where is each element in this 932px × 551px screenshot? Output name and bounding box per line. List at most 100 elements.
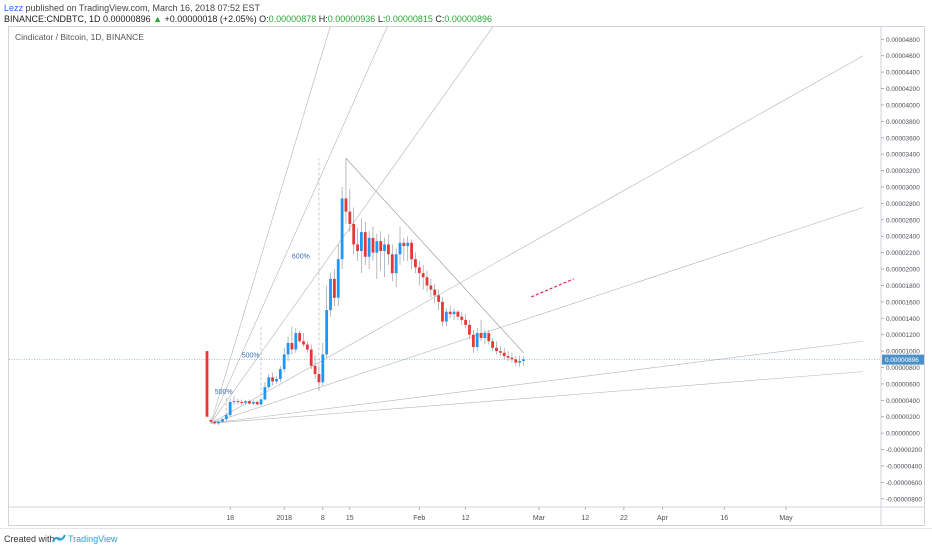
price-tick-label: 0.00001800 (886, 283, 920, 290)
price-tick-label: 0.00001600 (886, 299, 920, 306)
candle-body (483, 333, 487, 338)
candle-body (255, 401, 259, 405)
candle-body (375, 241, 379, 253)
price-tick-label: 0.00002000 (886, 267, 920, 274)
last-price-badge-label: 0.00000896 (885, 357, 919, 364)
fan-line (210, 340, 864, 424)
candle-body (514, 359, 518, 363)
candle-body (205, 351, 209, 417)
candle-body (414, 259, 417, 268)
price-tick-label: 0.00004400 (886, 70, 920, 77)
candle-body (406, 242, 410, 247)
percent-label: 500% (242, 353, 260, 360)
time-tick-label: 8 (321, 515, 325, 522)
price-tick-label: 0.00004200 (886, 86, 920, 93)
price-tick-label: 0.00003600 (886, 135, 920, 142)
tradingview-logo-icon[interactable] (52, 532, 66, 551)
candle-body (251, 401, 255, 404)
ohlc-line: BINANCE:CNDBTC, 1D 0.00000896 ▲ +0.00000… (4, 14, 492, 24)
price-tick-label: 0.00000800 (886, 365, 920, 372)
candle-body (456, 311, 460, 317)
candle-body (298, 333, 302, 342)
time-tick-label: 18 (226, 515, 234, 522)
author-link[interactable]: Lezz (4, 3, 24, 13)
candle-body (491, 341, 495, 348)
chart-title: Cindicator / Bitcoin, 1D, BINANCE (15, 32, 144, 42)
change-value: +0.00000018 (+2.05%) (164, 14, 257, 24)
candle-body (444, 311, 448, 322)
close-label: C: (435, 14, 445, 24)
time-tick-label: Feb (413, 515, 425, 522)
candle-body (290, 342, 294, 350)
candle-body (433, 289, 437, 296)
candle-body (213, 421, 217, 424)
candle-body (452, 311, 456, 315)
candle-body (479, 333, 483, 338)
price-tick-label: 0.00003200 (886, 168, 920, 175)
price-tick-label: 0.00004600 (886, 53, 920, 60)
candle-body (325, 310, 329, 355)
price-tick-label: 0.00003800 (886, 119, 920, 126)
candle-body (313, 365, 317, 375)
candle-body (286, 342, 290, 355)
price-tick-label: 0.00000600 (886, 381, 920, 388)
price-tick-label: 0.00000400 (886, 398, 920, 405)
candle-body (448, 311, 452, 315)
candle-body (224, 415, 228, 420)
candle-body (267, 377, 271, 388)
candle-body (217, 421, 220, 424)
fan-line (210, 55, 864, 424)
price-chart[interactable]: Cindicator / Bitcoin, 1D, BINANCE 500%50… (9, 27, 924, 525)
created-with-text: Created with (4, 534, 55, 544)
candle-body (263, 387, 267, 400)
candle-body (498, 351, 502, 353)
candle-body (209, 420, 213, 422)
price-tick-label: 0.00003400 (886, 152, 920, 159)
tradingview-brand-link[interactable]: TradingView (68, 534, 118, 544)
fan-line (210, 207, 864, 424)
price-tick-label: 0.00003000 (886, 185, 920, 192)
candle-body (379, 241, 383, 251)
candle-body (410, 242, 413, 260)
price-tick-label: -0.00000200 (886, 447, 922, 454)
low-label: L: (377, 14, 386, 24)
candle-body (390, 254, 394, 274)
candle-body (329, 278, 332, 311)
candle-body (232, 401, 236, 403)
candle-body (236, 401, 240, 403)
last-price: 0.00000896 (103, 14, 151, 24)
candle-body (278, 369, 282, 379)
candle-body (332, 278, 336, 298)
high-value: 0.00000936 (327, 14, 376, 24)
fan-line (210, 27, 494, 424)
candle-body (221, 419, 224, 422)
chart-panel[interactable]: Cindicator / Bitcoin, 1D, BINANCE 500% 50… (8, 26, 925, 526)
time-tick-label: 22 (620, 515, 628, 522)
candle-body (402, 242, 406, 247)
time-tick-label: Mar (533, 515, 546, 522)
candle-body (340, 198, 344, 260)
candle-body (464, 319, 468, 325)
published-text: published on TradingView.com, March 16, … (25, 3, 261, 13)
candle-body (360, 232, 363, 251)
time-tick-label: 12 (462, 515, 470, 522)
symbol-label: BINANCE:CNDBTC, 1D (4, 14, 101, 24)
candle-body (383, 244, 386, 251)
candle-body (294, 333, 298, 350)
candle-body (522, 359, 525, 361)
candle-body (275, 379, 278, 382)
candle-body (271, 377, 275, 382)
plot-area: 500% 500% 600% (9, 27, 881, 425)
candle-body (502, 352, 506, 357)
candle-body (429, 285, 433, 290)
candle-body (398, 242, 402, 255)
time-tick-label: 16 (720, 515, 728, 522)
time-tick-label: 15 (346, 515, 354, 522)
candle-body (352, 223, 356, 245)
last-price-badge (882, 354, 924, 365)
header-bar: Lezz published on TradingView.com, March… (0, 0, 932, 26)
candle-body (336, 259, 340, 298)
price-tick-label: 0.00002400 (886, 234, 920, 241)
price-tick-label: 0.00002600 (886, 217, 920, 224)
candle-body (468, 324, 471, 335)
